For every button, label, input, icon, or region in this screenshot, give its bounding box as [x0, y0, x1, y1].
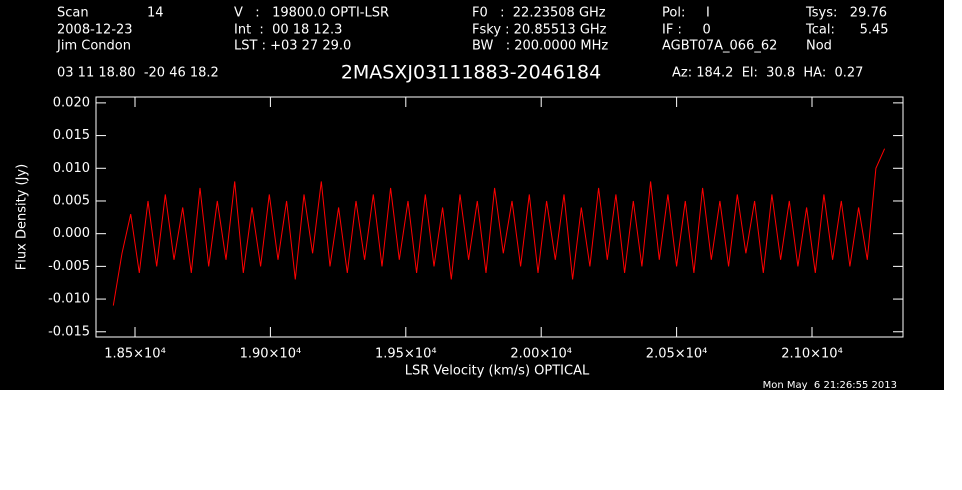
x-tick-label: 2.00×10⁴	[510, 347, 572, 362]
y-tick-label: 0.000	[53, 226, 90, 241]
position: 03 11 18.80 -20 46 18.2	[57, 66, 219, 81]
x-axis-label: LSR Velocity (km/s) OPTICAL	[405, 364, 590, 379]
header-text: Scan	[57, 6, 89, 21]
y-tick-label: -0.015	[48, 324, 90, 339]
header-text: BW : 200.0000 MHz	[472, 39, 608, 54]
y-tick-label: 0.015	[53, 128, 90, 143]
header-text: Nod	[806, 39, 832, 54]
y-tick-label: -0.010	[48, 292, 90, 307]
x-tick-label: 2.10×10⁴	[781, 347, 843, 362]
x-tick-label: 1.90×10⁴	[240, 347, 302, 362]
header-text: Fsky : 20.85513 GHz	[472, 23, 607, 38]
header-text: Jim Condon	[56, 39, 131, 54]
header-text: F0 : 22.23508 GHz	[472, 6, 606, 21]
x-tick-label: 1.95×10⁴	[375, 347, 437, 362]
header-text: Tcal: 5.45	[805, 23, 889, 38]
header-text: IF : 0	[662, 23, 711, 38]
header-text: Pol: I	[662, 6, 710, 21]
x-tick-label: 2.05×10⁴	[646, 347, 708, 362]
x-tick-label: 1.85×10⁴	[104, 347, 166, 362]
plot-frame	[95, 96, 904, 338]
header-text: Int : 00 18 12.3	[234, 23, 342, 38]
background	[0, 0, 944, 390]
spectrum-line	[112, 148, 886, 306]
y-tick-label: 0.010	[53, 161, 90, 176]
timestamp: Mon May 6 21:26:55 2013	[763, 380, 897, 391]
header-text: 2008-12-23	[57, 23, 133, 38]
header-text: V : 19800.0 OPTI-LSR	[234, 6, 389, 21]
y-tick-label: 0.020	[53, 95, 90, 110]
header-text: 14	[147, 6, 164, 21]
y-tick-label: 0.005	[53, 193, 90, 208]
header-text: AGBT07A_066_62	[662, 39, 777, 54]
y-tick-label: -0.005	[48, 259, 90, 274]
header-text: Tsys: 29.76	[805, 6, 887, 21]
y-axis-label: Flux Density (Jy)	[15, 164, 30, 270]
chart-title: 2MASXJ03111883-2046184	[341, 62, 601, 84]
header-text: LST : +03 27 29.0	[234, 39, 351, 54]
pointing: Az: 184.2 El: 30.8 HA: 0.27	[672, 66, 863, 81]
